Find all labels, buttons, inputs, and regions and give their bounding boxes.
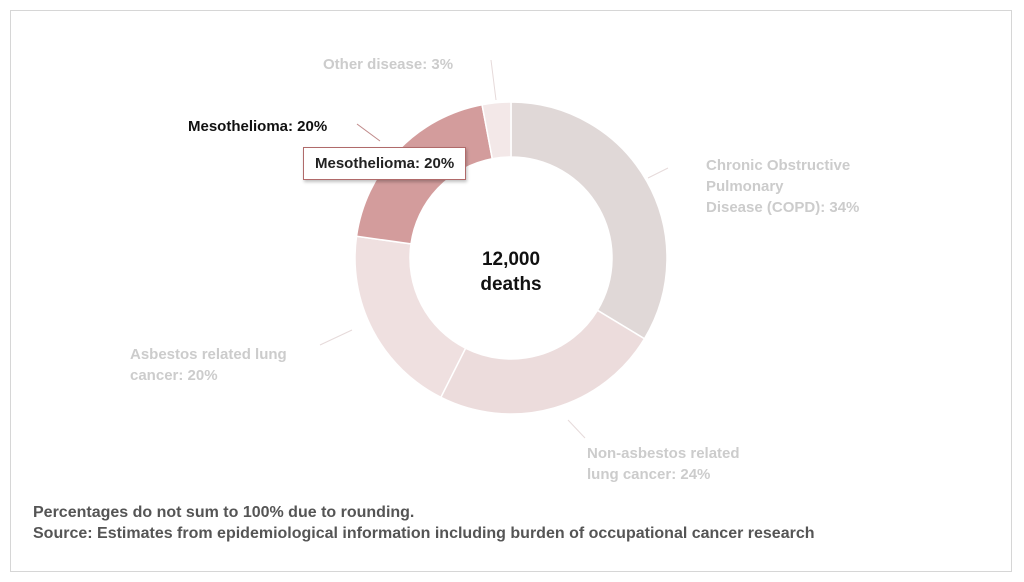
source-note: Source: Estimates from epidemiological i… — [33, 525, 815, 542]
rounding-note: Percentages do not sum to 100% due to ro… — [33, 504, 415, 521]
label-connector — [319, 329, 353, 346]
slice-label: Chronic Obstructive — [706, 157, 850, 174]
slice-label: Asbestos related lung — [130, 346, 287, 363]
center-value: 12,000 — [482, 249, 540, 270]
donut-slice[interactable] — [510, 101, 668, 340]
label-connector — [490, 59, 497, 101]
donut-chart: Chronic Obstructive Pulmonary Disease (COP… — [130, 56, 859, 483]
slice-label: Non-asbestos related — [587, 445, 740, 462]
slice-label: Pulmonary — [706, 178, 784, 195]
slice-labels: Chronic Obstructive Pulmonary Disease (COP… — [130, 56, 859, 483]
chart-notes: Percentages do not sum to 100% due to ro… — [33, 502, 815, 544]
donut-slices — [354, 101, 668, 415]
donut-slice[interactable] — [439, 309, 646, 415]
label-connector — [567, 419, 586, 439]
donut-slice[interactable] — [354, 235, 467, 399]
chart-tooltip: Mesothelioma: 20% — [303, 147, 467, 180]
label-connectors — [319, 59, 669, 439]
label-connector — [647, 167, 669, 179]
label-connector — [356, 123, 381, 142]
slice-label: lung cancer: 24% — [587, 466, 710, 483]
slice-label: Disease (COPD): 34% — [706, 199, 859, 216]
slice-label: cancer: 20% — [130, 367, 218, 384]
center-unit: deaths — [480, 274, 541, 295]
slice-label: Mesothelioma: 20% — [188, 118, 327, 135]
slice-label: Other disease: 3% — [323, 56, 453, 73]
donut-slice[interactable] — [481, 101, 512, 160]
